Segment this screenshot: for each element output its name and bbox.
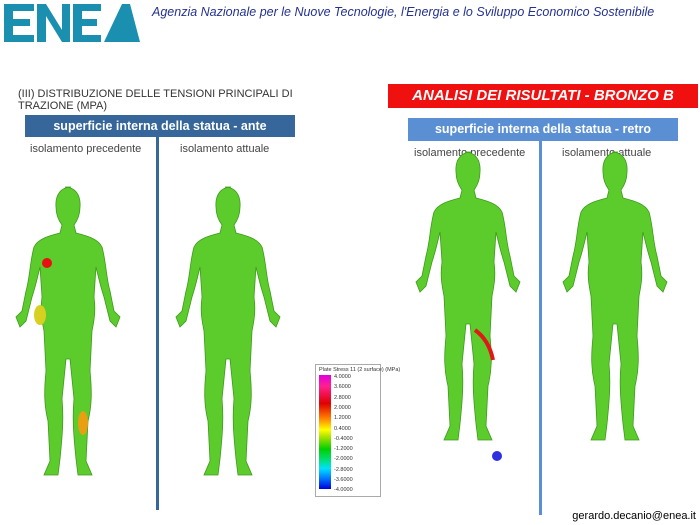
- statue-back-current: [552, 150, 672, 470]
- legend-title: Plate Stress 11 (2 surface) (MPa): [319, 367, 401, 373]
- stress-hotspot: [34, 305, 46, 325]
- agency-name: Agenzia Nazionale per le Nuove Tecnologi…: [152, 5, 655, 19]
- legend-label: -0.4000: [334, 435, 353, 442]
- left-divider: [156, 137, 159, 510]
- right-section-bar: superficie interna della statua - retro: [408, 118, 678, 141]
- enea-logo: [4, 4, 140, 42]
- stress-color-legend: Plate Stress 11 (2 surface) (MPa) 4.0000…: [315, 364, 400, 497]
- legend-label: -3.6000: [334, 477, 353, 483]
- left-section-bar: superficie interna della statua - ante: [25, 115, 295, 137]
- left-col1-label: isolamento precedente: [30, 143, 142, 155]
- legend-label: 4.0000: [334, 374, 351, 380]
- legend-label: -2.8000: [334, 466, 353, 473]
- right-col2-label: isolamento attuale: [562, 147, 652, 159]
- contact-email[interactable]: gerardo.decanio@enea.it: [572, 510, 696, 522]
- left-col2-label: isolamento attuale: [180, 143, 270, 155]
- legend-label: -4.0000: [334, 487, 353, 494]
- legend-label: -1.2000: [334, 446, 353, 453]
- legend-label: 2.0000: [334, 404, 351, 411]
- left-section-title: (III) DISTRIBUZIONE DELLE TENSIONI PRINC…: [18, 88, 293, 112]
- analysis-banner: ANALISI DEI RISULTATI - BRONZO B: [388, 84, 698, 108]
- legend-label: 1.2000: [334, 415, 351, 422]
- stress-hotspot: [492, 451, 502, 461]
- right-divider: [539, 141, 542, 515]
- stress-hotspot: [78, 411, 88, 435]
- statue-back-previous: [405, 150, 525, 461]
- legend-label: 0.4000: [334, 425, 351, 432]
- stress-hotspot: [473, 328, 495, 361]
- legend-label: -2.0000: [334, 456, 353, 463]
- stress-hotspot: [42, 258, 52, 268]
- legend-color-bar: [319, 375, 331, 489]
- statue-front-current: [165, 185, 285, 505]
- legend-label: 2.8000: [334, 394, 351, 401]
- statue-front-previous: [5, 185, 125, 505]
- legend-label: 3.6000: [334, 384, 351, 391]
